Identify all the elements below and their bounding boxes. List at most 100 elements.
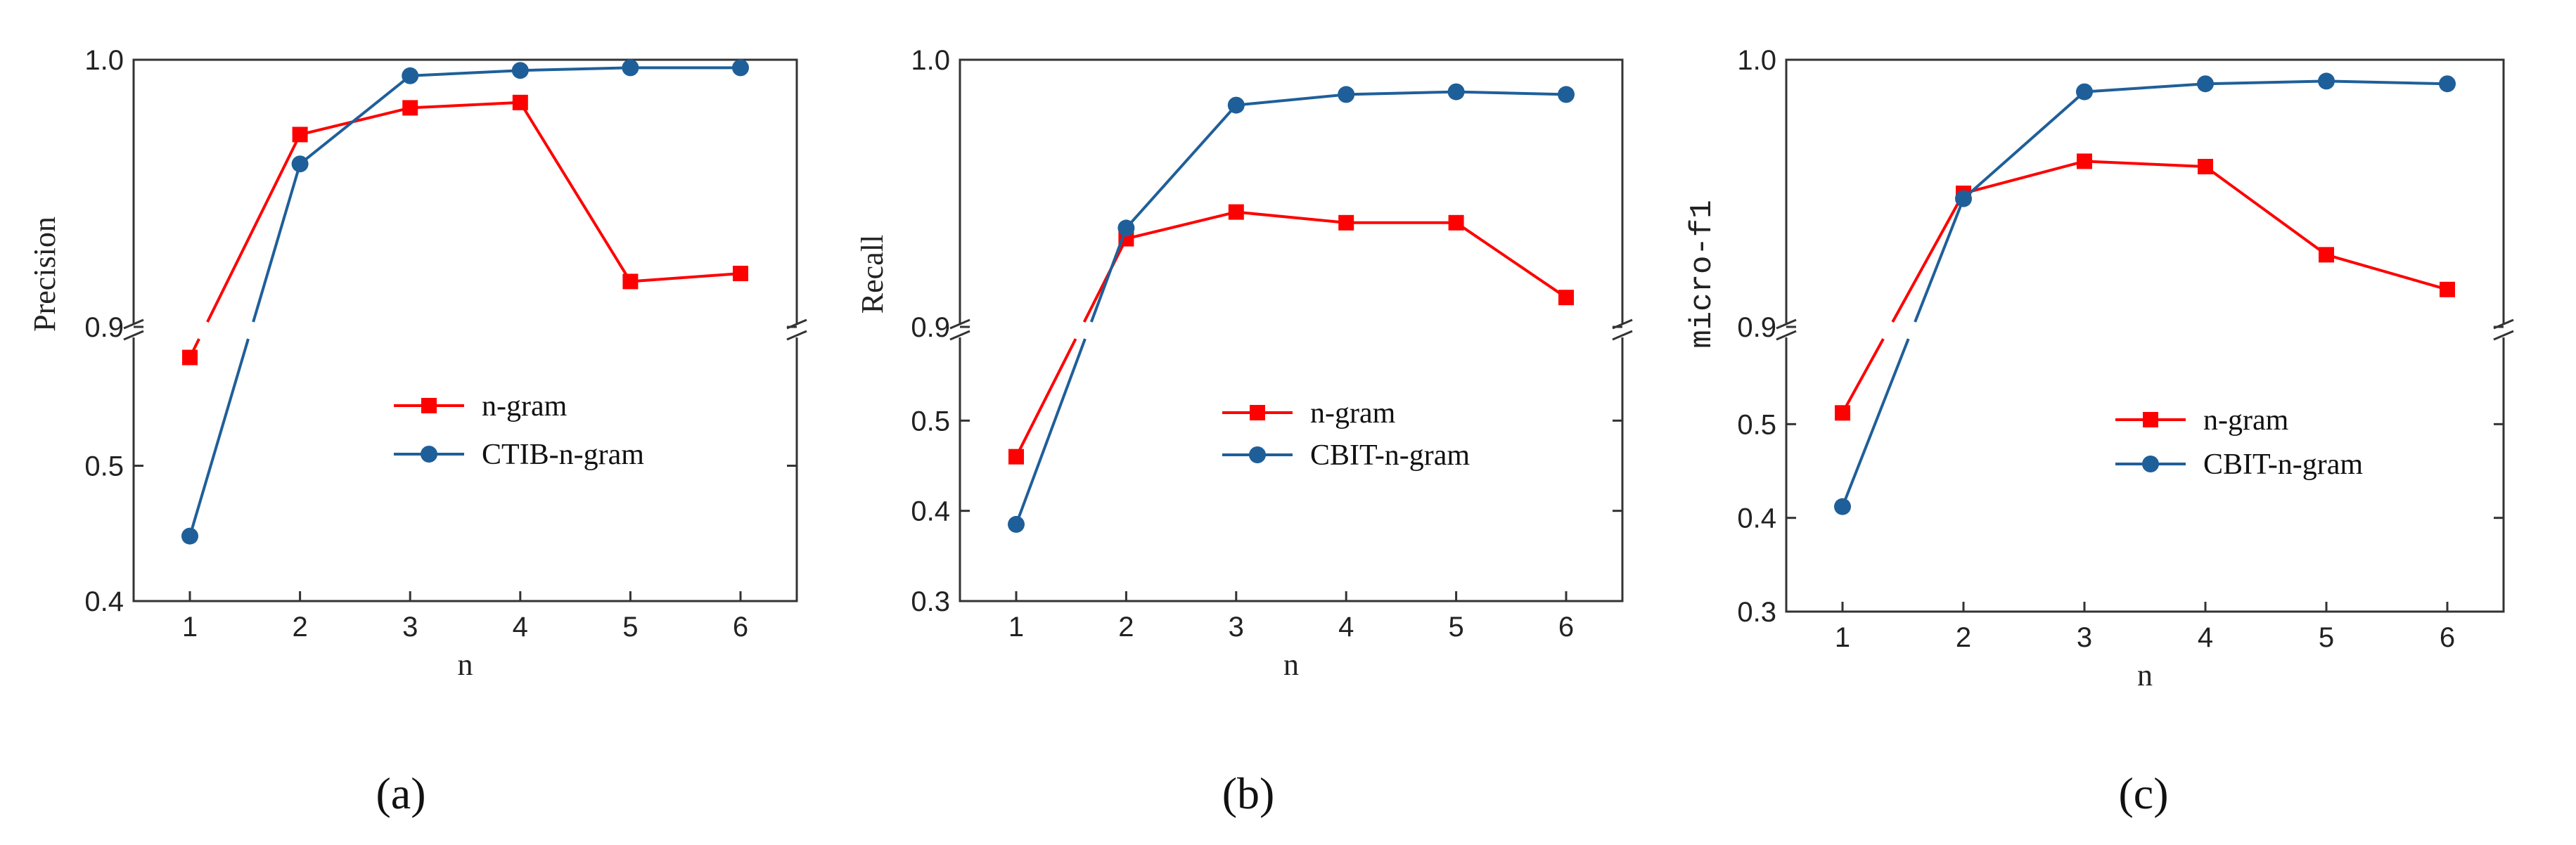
series-line-segment <box>2084 82 2206 93</box>
series-line-segment <box>2326 79 2448 86</box>
legend-label: n-gram <box>1310 397 1396 430</box>
series-n-gram <box>1008 204 1574 465</box>
data-point-square <box>1008 449 1024 465</box>
axis-break-slash <box>949 318 970 330</box>
axis-break-slash <box>949 330 970 341</box>
x-tick-label: 5 <box>622 612 638 643</box>
legend-marker-circle <box>2142 456 2159 472</box>
series-line-segment <box>1236 210 1347 224</box>
series-line-segment <box>1124 104 1238 229</box>
legend-label: n-gram <box>2203 404 2289 437</box>
data-point-circle <box>1834 498 1851 515</box>
series-line-segment <box>1456 90 1567 96</box>
data-point-circle <box>402 67 419 84</box>
series-line-segment <box>410 69 520 77</box>
y-tick-label: 0.9 <box>1737 312 1776 343</box>
series-line-segment <box>1089 227 1128 323</box>
series-line-segment <box>520 66 631 72</box>
series-line-segment <box>1841 338 1885 414</box>
data-point-square <box>512 94 528 110</box>
series-line-segment <box>410 101 520 110</box>
data-point-square <box>2077 153 2092 169</box>
data-point-square <box>2440 281 2455 297</box>
data-point-circle <box>2318 72 2335 90</box>
series-line-segment <box>1891 193 1965 323</box>
panel-label: (b) <box>1222 768 1275 818</box>
data-point-square <box>1448 214 1464 231</box>
data-point-square <box>1558 290 1574 306</box>
data-point-circle <box>2439 75 2456 93</box>
chart-panel-1: 0.9 1.0 0.4 0.5 1 2 3 4 5 6 n Precision n-gram CTIB-n… <box>27 45 807 818</box>
legend-label: CTIB-n-gram <box>482 439 644 471</box>
data-point-circle <box>1338 86 1355 103</box>
series-line-segment <box>519 101 632 283</box>
series-line-segment <box>1963 160 2085 195</box>
x-tick-label: 4 <box>1338 612 1354 643</box>
data-point-circle <box>622 59 639 77</box>
plot-frame <box>959 58 1624 602</box>
y-tick-label: 0.5 <box>84 451 124 482</box>
y-tick-label: 0.3 <box>911 586 950 617</box>
data-point-square <box>622 273 639 290</box>
y-tick-label: 0.9 <box>84 312 124 343</box>
data-point-square <box>2319 247 2334 263</box>
series-line-segment <box>1962 91 2086 200</box>
series-line-segment <box>1455 221 1568 299</box>
x-tick-label: 1 <box>1835 622 1850 653</box>
legend-marker-square <box>421 398 437 413</box>
axis-break-slash <box>123 330 144 341</box>
data-point-square <box>2198 159 2213 174</box>
chart-panel-2: 0.9 1.0 0.3 0.4 0.5 1 2 3 4 5 6 n Recall n-gram CBIT-n… <box>855 45 1633 818</box>
data-point-circle <box>2197 75 2214 93</box>
plot-frame <box>1785 58 2505 613</box>
y-tick-label: 0.4 <box>1737 503 1776 534</box>
data-point-square <box>1338 214 1354 231</box>
data-point-circle <box>1955 190 1972 207</box>
y-tick-label: 1.0 <box>911 45 950 76</box>
series-line-segment <box>188 338 250 537</box>
series-line-segment <box>2084 160 2206 168</box>
x-tick-label: 6 <box>2440 622 2455 653</box>
data-point-circle <box>1558 86 1575 103</box>
data-point-circle <box>732 59 749 77</box>
data-point-square <box>402 100 418 116</box>
x-axis-label: n <box>2137 658 2153 692</box>
series-cbit-n-gram <box>1008 83 1575 533</box>
series-line-segment <box>2204 165 2328 257</box>
series-line-segment <box>1015 338 1087 525</box>
series-cbit-n-gram <box>1834 72 2456 515</box>
series-line-segment <box>2205 79 2327 86</box>
data-point-circle <box>1008 515 1025 533</box>
legend-label: CBIT-n-gram <box>1310 439 1470 472</box>
y-tick-label: 0.4 <box>911 496 950 527</box>
data-point-circle <box>291 155 309 173</box>
data-point-circle <box>1227 96 1245 114</box>
axis-break-slash <box>2493 330 2514 341</box>
x-tick-label: 2 <box>292 612 307 643</box>
series-line-segment <box>1346 90 1456 96</box>
panel-label: (a) <box>376 768 425 818</box>
data-point-circle <box>1117 219 1135 237</box>
data-point-square <box>1228 204 1244 220</box>
panel-label: (c) <box>2118 768 2168 818</box>
legend: n-gram CTIB-n-gram <box>394 390 644 471</box>
legend: n-gram CBIT-n-gram <box>2115 404 2363 481</box>
y-axis-label: Recall <box>855 235 890 314</box>
x-tick-label: 5 <box>2319 622 2334 653</box>
x-axis-label: n <box>1283 647 1299 682</box>
series-ctib-n-gram <box>181 59 749 545</box>
y-tick-label: 0.5 <box>911 406 950 437</box>
y-tick-label: 0.5 <box>1737 409 1776 440</box>
y-tick-label: 0.4 <box>84 586 124 617</box>
x-tick-label: 2 <box>1956 622 1971 653</box>
x-tick-label: 6 <box>733 612 748 643</box>
legend-label: n-gram <box>482 390 568 422</box>
data-point-square <box>1835 405 1850 421</box>
data-point-square <box>733 266 748 281</box>
series-line-segment <box>1236 93 1347 107</box>
x-tick-label: 1 <box>182 612 198 643</box>
left-axis-break <box>1776 318 1797 341</box>
series-n-gram <box>182 94 748 366</box>
y-tick-label: 1.0 <box>84 45 124 76</box>
x-tick-label: 4 <box>2198 622 2213 653</box>
